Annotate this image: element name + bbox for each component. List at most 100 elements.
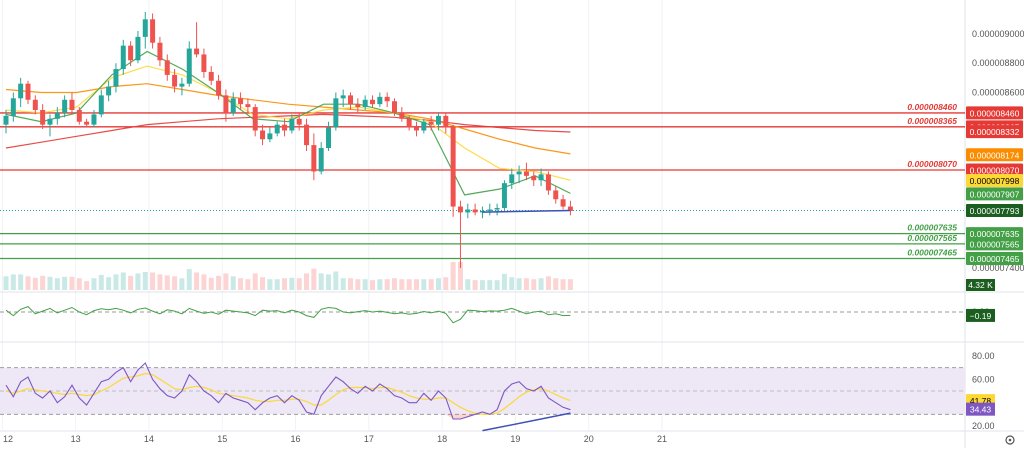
volume-bar	[516, 278, 522, 290]
volume-bar	[421, 279, 427, 290]
candle-body	[311, 145, 317, 172]
candle-body	[531, 175, 537, 181]
candle-body	[435, 115, 441, 125]
volume-bar	[164, 275, 170, 290]
osc-last-tag-bg	[966, 308, 995, 322]
volume-tag: 4.32 K	[968, 280, 993, 290]
osc-last-tag: −0.19	[970, 311, 992, 321]
volume-bar	[267, 279, 273, 290]
candle-body	[377, 96, 383, 105]
volume-bar	[333, 271, 339, 290]
candle-body	[318, 148, 324, 172]
candle-body	[545, 174, 551, 191]
volume-bar	[326, 274, 332, 290]
x-axis-label-1: 13	[71, 434, 81, 444]
moving-average-1	[5, 83, 571, 155]
candle-body	[76, 110, 82, 122]
rsi-axis-tick-2: 20.00	[972, 421, 995, 431]
volume-bar	[296, 278, 302, 290]
candle-body	[260, 130, 266, 140]
volume-bar	[479, 280, 485, 290]
candle-body	[62, 99, 68, 113]
volume-bar	[69, 276, 75, 290]
volume-bar	[282, 278, 288, 290]
level-tag-4-bg	[966, 237, 1023, 251]
candle-body	[10, 98, 16, 116]
level-label-0: 0.000008460	[907, 102, 957, 112]
candle-body	[282, 124, 288, 131]
level-tag-4: 0.000007565	[970, 239, 1020, 249]
volume-bar	[238, 278, 244, 290]
level-label-5: 0.000007465	[907, 247, 957, 257]
candle-body	[340, 95, 346, 99]
volume-bar	[406, 279, 412, 290]
rsi-axis-tick-1: 60.00	[972, 374, 995, 384]
level-tag-3: 0.000007635	[970, 229, 1020, 239]
settings-icon-center	[1008, 438, 1012, 442]
level-tag-0-bg	[966, 106, 1023, 120]
volume-bar	[201, 274, 207, 290]
candle-body	[208, 71, 214, 81]
volume-bar	[186, 269, 192, 290]
candle-body	[3, 115, 9, 125]
volume-bar	[465, 279, 471, 290]
x-axis-label-9: 21	[657, 434, 667, 444]
volume-bar	[274, 279, 280, 290]
candle-body	[252, 107, 258, 131]
candle-body	[274, 124, 280, 134]
volume-bar	[355, 279, 361, 290]
volume-bar	[62, 276, 68, 290]
volume-bar	[135, 273, 141, 290]
volume-bar	[472, 280, 478, 290]
volume-bar	[523, 278, 529, 290]
candle-body	[370, 99, 375, 105]
volume-bar	[377, 279, 383, 290]
volume-bar	[362, 279, 368, 290]
volume-bar	[142, 272, 148, 290]
rsi-band	[0, 367, 965, 415]
candle-body	[245, 104, 251, 108]
candle-body	[230, 98, 236, 113]
volume-tag-bg	[966, 279, 995, 291]
candle-body	[509, 174, 515, 184]
level-label-3: 0.000007635	[907, 223, 957, 233]
volume-bar	[384, 279, 390, 290]
ma-tag-0-bg	[966, 125, 1023, 139]
candle-body	[472, 209, 478, 213]
candle-body	[172, 74, 178, 87]
candle-body	[186, 48, 192, 84]
candle-body	[333, 98, 339, 128]
candle-body	[391, 101, 397, 113]
ma-tag-2-bg	[966, 174, 1023, 188]
volume-bar	[560, 279, 566, 290]
settings-icon[interactable]	[1005, 435, 1015, 445]
volume-bar	[216, 275, 222, 290]
candle-body	[457, 206, 463, 213]
volume-bar	[76, 278, 82, 290]
price-trendline	[482, 209, 571, 213]
candle-body	[304, 124, 310, 146]
moving-average-3	[5, 50, 571, 196]
candle-body	[465, 209, 471, 213]
candle-body	[216, 80, 222, 96]
candle-body	[362, 99, 368, 108]
moving-average-2	[5, 65, 571, 181]
volume-bar	[340, 278, 346, 290]
level-tag-0: 0.000008460	[970, 108, 1020, 118]
volume-bar	[25, 276, 31, 290]
x-axis-label-7: 19	[510, 434, 520, 444]
volume-bar	[304, 273, 310, 290]
volume-bar	[230, 276, 236, 290]
candle-body	[538, 174, 544, 181]
ma-tag-2: 0.000007998	[970, 176, 1020, 186]
candle-body	[32, 99, 38, 111]
level-label-1: 0.000008365	[907, 116, 957, 126]
volume-bar	[157, 274, 163, 290]
volume-bar	[179, 278, 185, 290]
moving-average-0	[5, 113, 571, 149]
volume-bar	[370, 280, 375, 290]
volume-bar	[3, 276, 9, 290]
volume-bar	[32, 277, 38, 290]
